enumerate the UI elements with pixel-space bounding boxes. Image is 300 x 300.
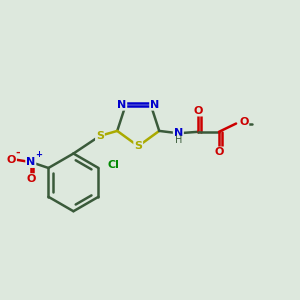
Text: Cl: Cl <box>107 160 119 170</box>
Text: -: - <box>16 148 20 158</box>
Text: O: O <box>194 106 203 116</box>
Text: N: N <box>150 100 159 110</box>
Text: +: + <box>35 150 43 159</box>
Text: N: N <box>174 128 183 138</box>
Text: S: S <box>134 141 142 151</box>
Text: O: O <box>214 147 224 158</box>
Text: N: N <box>117 100 126 110</box>
Text: H: H <box>175 135 183 145</box>
Text: S: S <box>96 131 104 141</box>
Text: O: O <box>7 155 16 165</box>
Text: N: N <box>26 157 35 167</box>
Text: O: O <box>239 117 248 128</box>
Text: O: O <box>26 174 35 184</box>
